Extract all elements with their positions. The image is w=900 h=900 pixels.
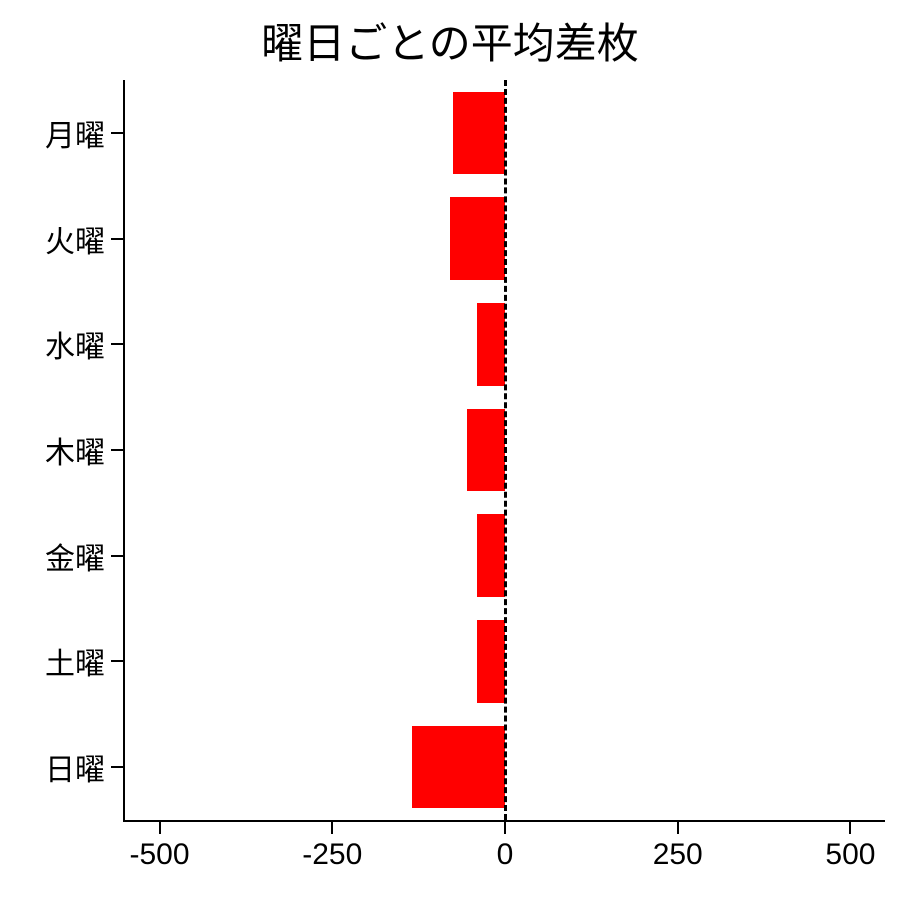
- y-tick: [111, 132, 123, 134]
- bar: [467, 409, 505, 491]
- bar: [477, 620, 505, 702]
- x-tick: [159, 822, 161, 834]
- x-tick-label: -250: [302, 838, 362, 872]
- zero-line: [504, 80, 507, 820]
- bar: [412, 726, 505, 808]
- y-tick-label: 火曜: [15, 217, 105, 261]
- y-tick-label: 月曜: [15, 111, 105, 155]
- chart-title: 曜日ごとの平均差枚: [0, 10, 900, 71]
- bar: [477, 303, 505, 385]
- bar: [450, 197, 505, 279]
- x-tick-label: -500: [130, 838, 190, 872]
- y-tick-label: 水曜: [15, 322, 105, 366]
- y-tick: [111, 238, 123, 240]
- x-tick: [849, 822, 851, 834]
- x-tick: [677, 822, 679, 834]
- y-tick: [111, 555, 123, 557]
- bar: [477, 514, 505, 596]
- y-axis: [123, 80, 125, 822]
- x-tick-label: 0: [497, 838, 514, 872]
- y-tick-label: 土曜: [15, 639, 105, 683]
- y-tick: [111, 660, 123, 662]
- y-tick: [111, 766, 123, 768]
- y-tick: [111, 449, 123, 451]
- y-tick-label: 日曜: [15, 745, 105, 789]
- x-tick: [504, 822, 506, 834]
- x-tick: [331, 822, 333, 834]
- plot-area: -500-2500250500月曜火曜水曜木曜金曜土曜日曜: [125, 80, 885, 820]
- x-tick-label: 250: [653, 838, 703, 872]
- y-tick: [111, 343, 123, 345]
- y-tick-label: 金曜: [15, 534, 105, 578]
- bar: [453, 92, 505, 174]
- x-tick-label: 500: [825, 838, 875, 872]
- y-tick-label: 木曜: [15, 428, 105, 472]
